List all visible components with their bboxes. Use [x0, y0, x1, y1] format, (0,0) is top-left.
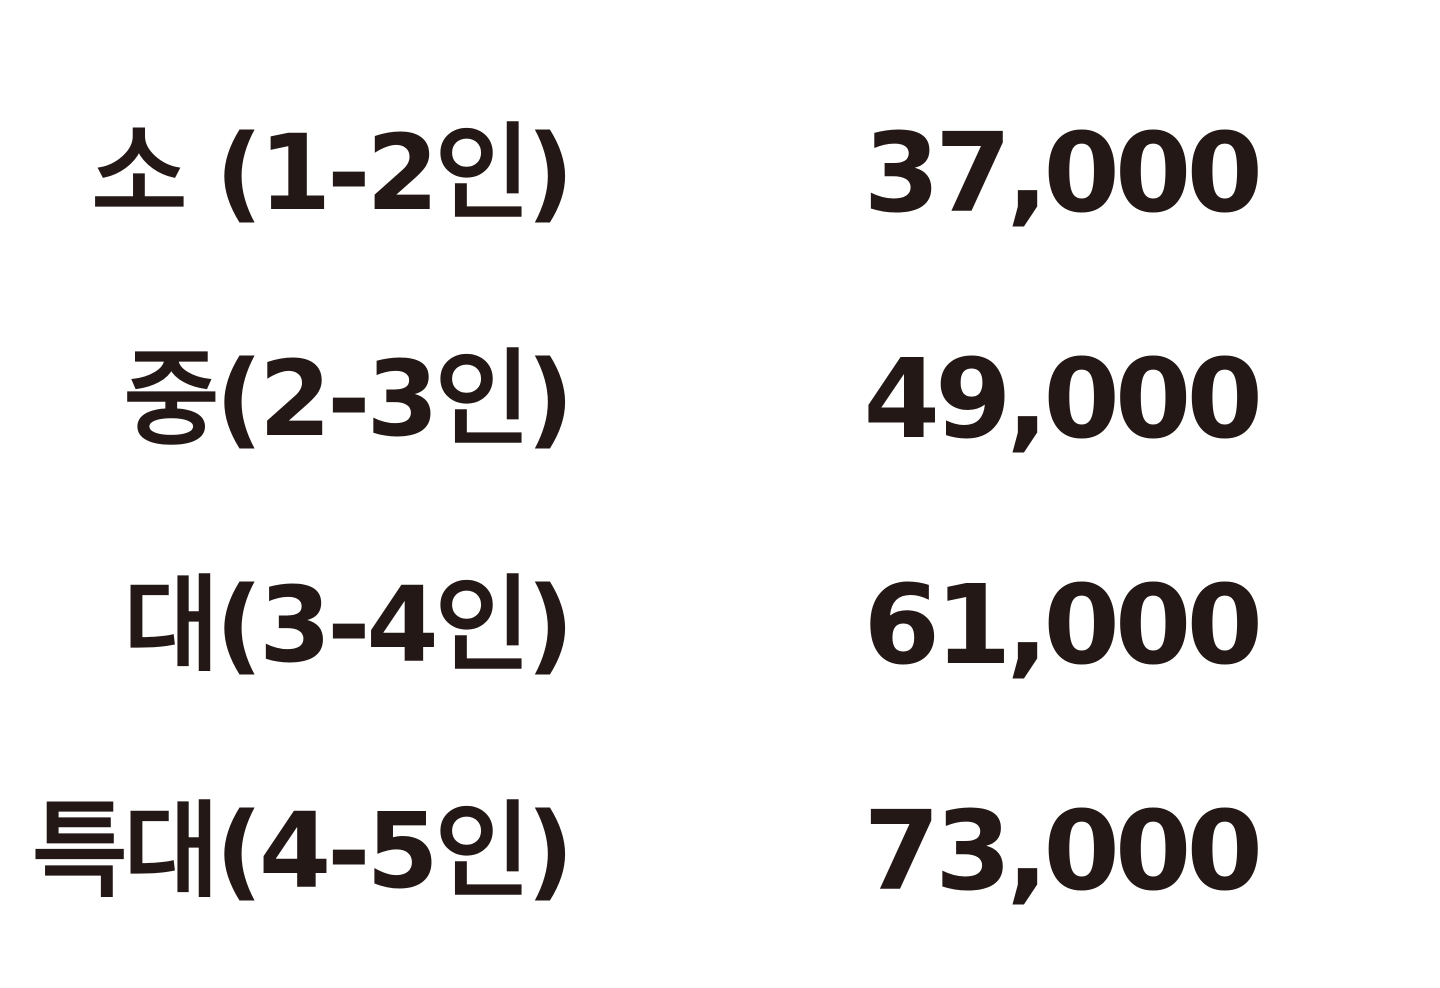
- price-row-large: 대(3-4인) 61,000: [0, 512, 1440, 738]
- size-label-extra-large: 특대(4-5인): [32, 790, 574, 912]
- size-label-small: 소 (1-2인): [91, 112, 574, 234]
- price-row-medium: 중(2-3인) 49,000: [0, 286, 1440, 512]
- price-value-large: 61,000: [863, 561, 1263, 689]
- price-row-extra-large: 특대(4-5인) 73,000: [0, 738, 1440, 964]
- price-value-medium: 49,000: [863, 335, 1263, 463]
- price-value-extra-large: 73,000: [863, 787, 1263, 915]
- price-row-small: 소 (1-2인) 37,000: [0, 60, 1440, 286]
- size-label-medium: 중(2-3인): [123, 338, 574, 460]
- size-label-large: 대(3-4인): [123, 564, 574, 686]
- price-value-small: 37,000: [863, 109, 1263, 237]
